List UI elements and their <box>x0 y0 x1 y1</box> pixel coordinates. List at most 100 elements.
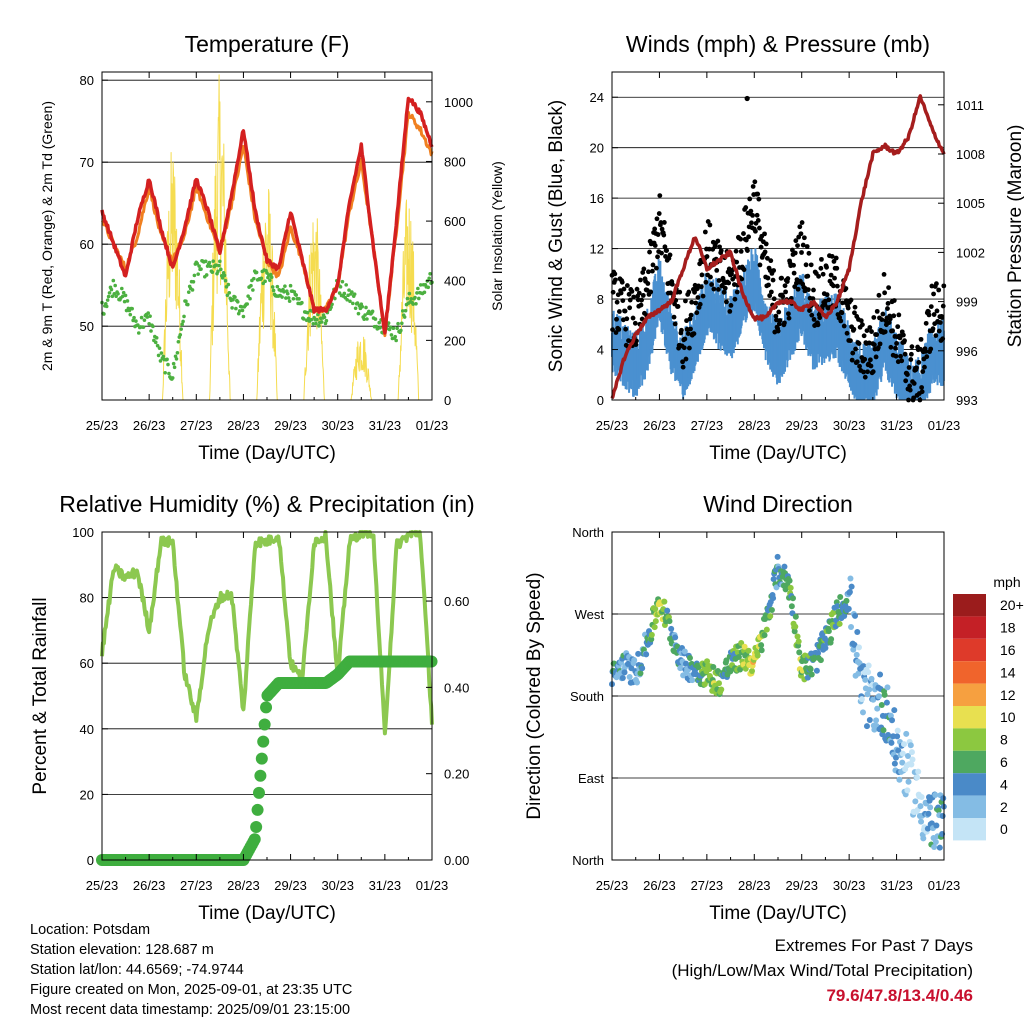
direction-point <box>848 583 855 590</box>
dewpoint-point <box>156 353 161 358</box>
gust-point <box>834 283 840 289</box>
dewpoint-point <box>226 282 231 287</box>
direction-point <box>795 638 802 645</box>
panel-title: Temperature (F) <box>185 31 350 57</box>
direction-point <box>686 654 693 661</box>
dewpoint-point <box>388 325 393 329</box>
direction-point <box>855 670 862 677</box>
y-tick-label: 100 <box>72 525 94 540</box>
gust-point <box>636 290 642 296</box>
gust-point <box>687 316 693 322</box>
dewpoint-point <box>239 304 244 309</box>
y-tick-label: 4 <box>597 343 604 358</box>
gust-point <box>624 316 630 322</box>
gust-point <box>691 331 697 337</box>
direction-point <box>781 563 788 570</box>
direction-point <box>918 818 925 825</box>
gust-point <box>882 329 888 335</box>
direction-point <box>905 778 912 785</box>
gust-point <box>695 295 701 300</box>
direction-point <box>626 674 633 681</box>
dewpoint-point <box>356 311 361 316</box>
gust-point <box>873 354 879 360</box>
direction-point <box>899 759 906 766</box>
dewpoint-point <box>235 299 240 304</box>
gust-point <box>856 341 862 346</box>
direction-point <box>677 665 684 672</box>
dewpoint-point <box>428 271 432 276</box>
dewpoint-point <box>344 283 349 287</box>
gust-point <box>841 323 847 329</box>
dewpoint-point <box>216 269 220 274</box>
x-tick-label: 29/23 <box>274 878 307 893</box>
gust-point <box>668 290 674 296</box>
y-tick-label: 24 <box>590 90 604 105</box>
gust-point <box>920 369 926 374</box>
gust-point <box>683 356 689 362</box>
gust-point <box>768 258 774 264</box>
dewpoint-point <box>203 259 208 264</box>
gust-point <box>768 289 774 295</box>
dewpoint-point <box>426 285 431 290</box>
gust-point <box>851 326 857 332</box>
gust-point <box>839 310 845 316</box>
dewpoint-point <box>282 290 286 294</box>
gust-point <box>703 279 709 285</box>
gust-point <box>722 285 728 291</box>
direction-point <box>791 628 798 635</box>
gust-point <box>850 350 856 356</box>
gust-point <box>891 298 897 303</box>
dewpoint-point <box>400 309 405 313</box>
gust-point <box>627 297 633 303</box>
gust-point <box>770 277 776 283</box>
dewpoint-point <box>181 319 185 324</box>
direction-point <box>870 696 877 703</box>
gust-point <box>805 273 811 279</box>
gust-point <box>744 95 750 102</box>
dewpoint-point <box>184 299 188 304</box>
gust-point <box>728 302 734 308</box>
legend-label: 2 <box>1000 799 1008 815</box>
gust-point <box>771 296 777 302</box>
direction-point <box>635 650 642 657</box>
gust-point <box>667 252 673 258</box>
gust-point <box>714 267 720 273</box>
dewpoint-point <box>285 291 290 296</box>
gust-point <box>766 282 771 288</box>
gust-point <box>734 259 740 265</box>
direction-point <box>899 750 906 757</box>
dewpoint-point <box>120 294 125 299</box>
dewpoint-point <box>146 311 150 315</box>
gust-point <box>631 294 637 300</box>
dewpoint-point <box>286 296 291 300</box>
elevation-text: Station elevation: 128.687 m <box>30 942 214 958</box>
y2-tick-label: 400 <box>444 274 466 289</box>
x-axis-label: Time (Day/UTC) <box>198 443 336 464</box>
gust-point <box>862 356 868 362</box>
gust-point <box>750 212 755 218</box>
dewpoint-point <box>291 296 296 301</box>
y2-axis-label: Station Pressure (Maroon) <box>1005 125 1024 348</box>
gust-point <box>936 287 942 293</box>
x-tick-label: 25/23 <box>86 878 119 893</box>
gust-point <box>858 318 864 324</box>
dewpoint-point <box>364 305 368 310</box>
legend-swatch <box>953 750 986 774</box>
gust-point <box>749 220 754 226</box>
gust-point <box>816 273 821 279</box>
wind-direction-panel: 25/23 26/23 27/23 28/23 29/23 30/23 31/23 01/23… <box>524 491 960 924</box>
dewpoint-point <box>204 273 209 277</box>
dewpoint-point <box>241 314 246 319</box>
gust-point <box>700 293 706 299</box>
dewpoint-point <box>236 311 241 316</box>
dewpoint-point <box>170 376 175 380</box>
extremes-subtitle: (High/Low/Max Wind/Total Precipitation) <box>671 961 973 980</box>
gust-point <box>888 344 894 350</box>
direction-point <box>715 680 722 687</box>
dewpoint-point <box>220 276 225 280</box>
dewpoint-point <box>389 333 394 337</box>
gust-point <box>838 318 844 324</box>
gust-point <box>797 224 803 230</box>
direction-point <box>854 629 861 636</box>
plot-data <box>609 553 947 851</box>
